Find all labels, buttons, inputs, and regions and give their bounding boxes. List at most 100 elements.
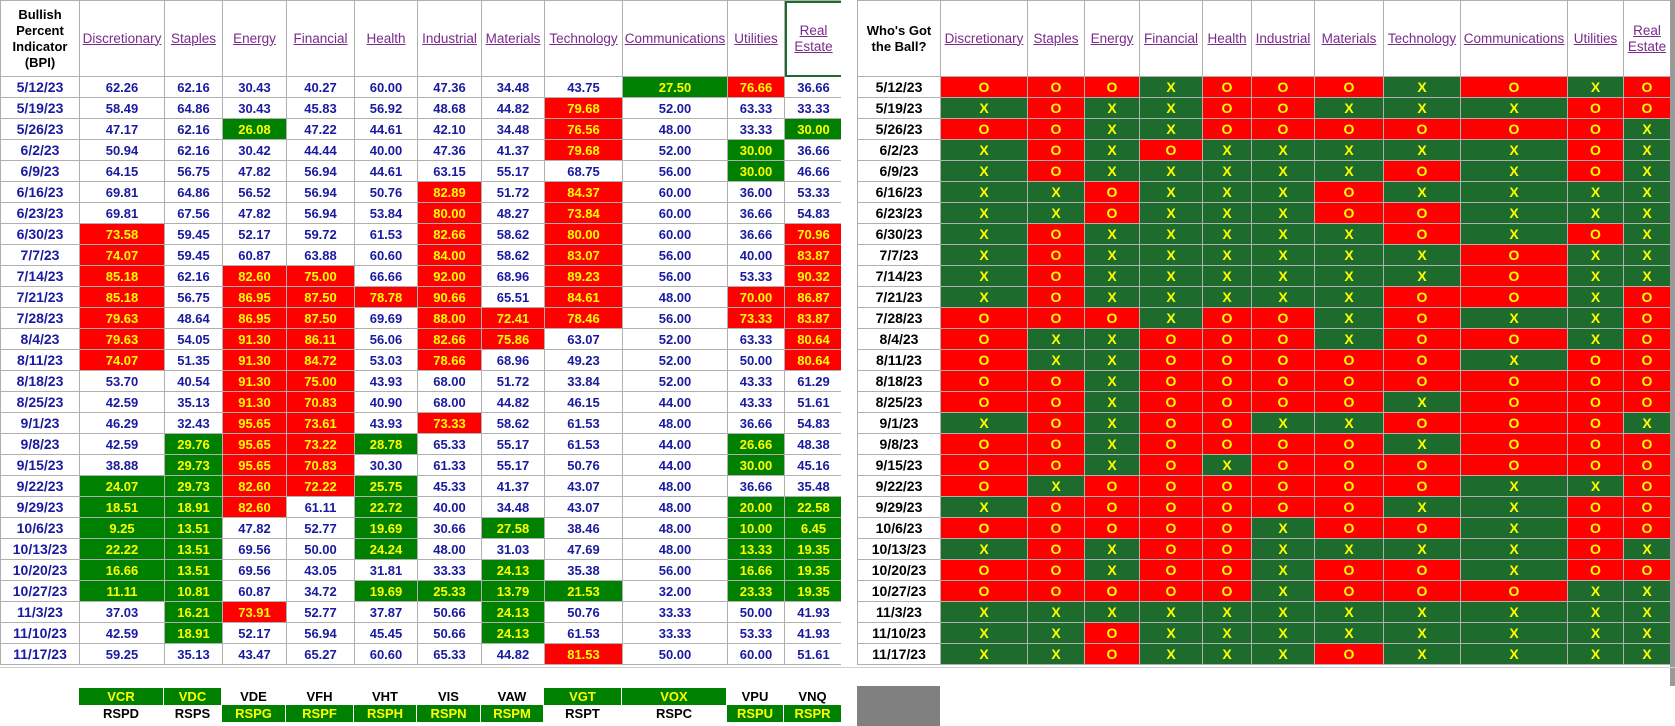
signal-cell-discretionary: O [940,349,1028,371]
ball-row: 5/12/23 O O O X O O O X O X O [857,76,1671,98]
bpi-cell-materials: 27.58 [481,517,545,539]
bpi-cell-energy: 52.17 [222,622,287,644]
bpi-cell-discretionary: 47.17 [79,118,165,140]
bpi-cell-utilities: 26.66 [727,433,785,455]
bpi-cell-energy: 82.60 [222,496,287,518]
bpi-cell-financial: 70.83 [286,454,355,476]
ball-header-discretionary[interactable]: Discretionary [940,0,1028,77]
bpi-cell-energy: 95.65 [222,433,287,455]
bpi-cell-technology: 47.69 [544,538,623,560]
signal-cell-staples: O [1027,118,1085,140]
signal-cell-discretionary: X [940,496,1028,518]
bpi-cell-health: 31.81 [354,559,418,581]
ball-row: 8/25/23 O O X O O O O X O O O [857,391,1671,413]
row-date: 8/11/23 [857,349,941,371]
signal-cell-real-estate: O [1623,517,1671,539]
signal-cell-industrial: X [1251,139,1315,161]
signal-cell-health: X [1202,223,1252,245]
bpi-cell-utilities: 60.00 [727,643,785,665]
bpi-cell-real-estate: 83.87 [784,244,843,266]
scrollbar[interactable] [1670,0,1675,686]
row-date: 7/21/23 [0,286,80,308]
bpi-cell-communications: 33.33 [622,601,728,623]
signal-cell-utilities: O [1567,433,1624,455]
etf-ticker: VDE [222,688,285,705]
signal-cell-financial: X [1139,181,1203,203]
bpi-cell-real-estate: 19.35 [784,559,843,581]
signal-cell-energy: X [1084,454,1140,476]
row-date: 7/21/23 [857,286,941,308]
signal-cell-technology: O [1383,580,1461,602]
bpi-cell-financial: 72.22 [286,475,355,497]
bpi-cell-energy: 86.95 [222,307,287,329]
ball-header-financial[interactable]: Financial [1139,0,1203,77]
ball-header-staples[interactable]: Staples [1027,0,1085,77]
bpi-header-energy[interactable]: Energy [222,0,287,77]
bpi-cell-health: 45.45 [354,622,418,644]
bpi-header-health[interactable]: Health [354,0,418,77]
bpi-header-real-estate[interactable]: Real Estate [784,0,843,77]
bpi-row: 9/29/23 18.51 18.91 82.60 61.11 22.72 40.00 34.… [0,496,843,518]
bpi-row: 5/19/23 58.49 64.86 30.43 45.83 56.92 48.68 44.… [0,97,843,119]
ball-header-health[interactable]: Health [1202,0,1252,77]
bpi-cell-materials: 13.79 [481,580,545,602]
bpi-cell-utilities: 70.00 [727,286,785,308]
bpi-header-communications[interactable]: Communications [622,0,728,77]
bpi-header-materials[interactable]: Materials [481,0,545,77]
bpi-cell-materials: 51.72 [481,181,545,203]
ball-header-energy[interactable]: Energy [1084,0,1140,77]
bpi-row: 6/16/23 69.81 64.86 56.52 56.94 50.76 82.89 51.… [0,181,843,203]
signal-cell-discretionary: X [940,622,1028,644]
bpi-header-industrial[interactable]: Industrial [417,0,482,77]
bpi-header-financial[interactable]: Financial [286,0,355,77]
signal-cell-communications: X [1460,202,1568,224]
signal-cell-materials: X [1314,328,1384,350]
ball-header-industrial[interactable]: Industrial [1251,0,1315,77]
signal-cell-industrial: O [1251,349,1315,371]
bpi-header-staples[interactable]: Staples [164,0,223,77]
etf-ticker: RSPR [784,705,841,722]
row-date: 9/1/23 [0,412,80,434]
bpi-row: 8/4/23 79.63 54.05 91.30 86.11 56.06 82.66 75.8… [0,328,843,350]
signal-cell-real-estate: O [1623,475,1671,497]
signal-cell-staples: O [1027,517,1085,539]
signal-cell-materials: X [1314,286,1384,308]
row-date: 6/30/23 [857,223,941,245]
ball-header-materials[interactable]: Materials [1314,0,1384,77]
row-date: 8/4/23 [0,328,80,350]
ball-row: 9/22/23 O X O O O O O O X X O [857,475,1671,497]
signal-cell-staples: X [1027,475,1085,497]
bpi-row: 9/1/23 46.29 32.43 95.65 73.61 43.93 73.33 58.6… [0,412,843,434]
bpi-row: 7/21/23 85.18 56.75 86.95 87.50 78.78 90.66 65.… [0,286,843,308]
bpi-cell-energy: 43.47 [222,643,287,665]
signal-cell-technology: X [1383,643,1461,665]
signal-cell-staples: X [1027,601,1085,623]
bpi-cell-financial: 56.94 [286,181,355,203]
bpi-cell-energy: 95.65 [222,412,287,434]
etf-ticker: RSPT [544,705,621,722]
signal-cell-communications: O [1460,370,1568,392]
etf-ticker: RSPF [286,705,353,722]
bpi-cell-technology: 63.07 [544,328,623,350]
signal-cell-utilities: O [1567,97,1624,119]
bpi-header-technology[interactable]: Technology [544,0,623,77]
ball-header-technology[interactable]: Technology [1383,0,1461,77]
ball-header-real-estate[interactable]: Real Estate [1623,0,1671,77]
bpi-cell-technology: 68.75 [544,160,623,182]
signal-cell-financial: X [1139,622,1203,644]
ball-header-utilities[interactable]: Utilities [1567,0,1624,77]
bpi-cell-financial: 52.77 [286,517,355,539]
bpi-header-discretionary[interactable]: Discretionary [79,0,165,77]
bpi-cell-discretionary: 50.94 [79,139,165,161]
signal-cell-materials: O [1314,643,1384,665]
signal-cell-financial: X [1139,160,1203,182]
signal-cell-energy: X [1084,139,1140,161]
bpi-cell-staples: 29.73 [164,454,223,476]
bpi-cell-industrial: 33.33 [417,559,482,581]
ball-header-communications[interactable]: Communications [1460,0,1568,77]
bpi-row: 5/12/23 62.26 62.16 30.43 40.27 60.00 47.36 34.… [0,76,843,98]
signal-cell-staples: O [1027,139,1085,161]
bpi-header-utilities[interactable]: Utilities [727,0,785,77]
bpi-cell-staples: 62.16 [164,76,223,98]
row-date: 5/26/23 [857,118,941,140]
